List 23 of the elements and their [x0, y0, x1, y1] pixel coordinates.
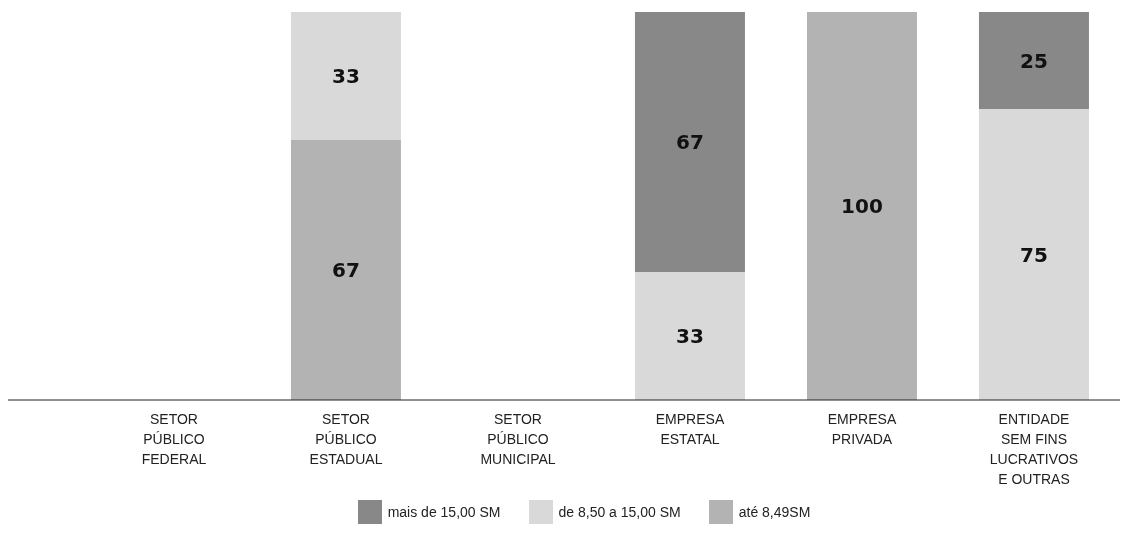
bar: [634, 271, 745, 400]
legend-label: de 8,50 a 15,00 SM: [558, 504, 681, 520]
data-label: 33: [332, 64, 360, 89]
data-label: 75: [1020, 242, 1048, 267]
bar: [806, 12, 917, 400]
data-label: 100: [841, 194, 883, 219]
x-tick-label: SETOR PÚBLICO ESTADUAL: [309, 411, 383, 467]
bar: [978, 12, 1089, 109]
data-label: 67: [332, 258, 360, 283]
bar: [634, 12, 745, 272]
x-tick-label: SETOR PÚBLICO MUNICIPAL: [480, 411, 556, 467]
legend-label: mais de 15,00 SM: [387, 504, 501, 520]
x-tick-label: EMPRESA PRIVADA: [827, 411, 897, 447]
data-label: 25: [1020, 48, 1048, 73]
bar: [290, 140, 401, 400]
data-label: 67: [676, 130, 704, 155]
legend-label: até 8,49SM: [738, 504, 811, 520]
bar: [978, 109, 1089, 400]
x-tick-label: EMPRESA ESTATAL: [655, 411, 725, 447]
x-tick-label: ENTIDADE SEM FINS LUCRATIVOS E OUTRAS: [989, 411, 1079, 487]
x-tick-label: SETOR PÚBLICO FEDERAL: [141, 411, 207, 467]
bar: [290, 12, 401, 141]
data-label: 33: [676, 324, 704, 349]
